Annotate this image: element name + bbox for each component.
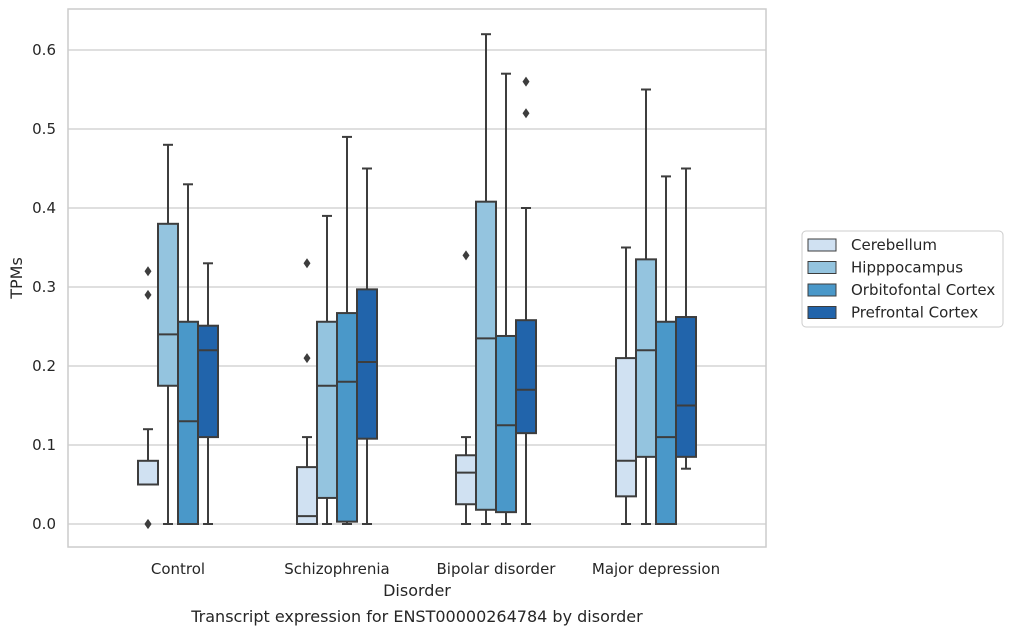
box-cerebellum-1 — [296, 258, 318, 525]
outlier-point — [144, 519, 152, 529]
box-orbitofontal-cortex-0 — [177, 183, 199, 526]
legend-label: Cerebellum — [851, 236, 937, 254]
box-body — [475, 200, 497, 511]
outlier-point — [144, 289, 152, 300]
plot-frame — [67, 8, 767, 548]
box-marks — [137, 33, 697, 529]
box-body — [157, 222, 179, 387]
outlier-point — [303, 258, 311, 269]
box-body — [675, 316, 697, 458]
y-tick-label: 0.4 — [32, 199, 56, 217]
box-body — [356, 288, 378, 440]
x-tick-label: Schizophrenia — [284, 560, 389, 578]
outlier-point — [303, 353, 311, 364]
y-tick-label: 0.3 — [32, 278, 56, 296]
box-body — [455, 454, 477, 506]
legend-label: Orbitofontal Cortex — [851, 281, 995, 299]
outlier-point — [462, 250, 470, 261]
x-tick-label: Bipolar disorder — [437, 560, 557, 578]
box-orbitofontal-cortex-3 — [655, 175, 677, 526]
box-cerebellum-0 — [137, 266, 159, 529]
y-tick-labels: 0.0 0.1 0.2 0.3 0.4 0.5 0.6 — [32, 41, 56, 533]
y-tick-label: 0.5 — [32, 120, 56, 138]
box-body — [137, 459, 159, 486]
box-body — [197, 324, 219, 439]
x-tick-label: Major depression — [592, 560, 720, 578]
outlier-point — [522, 76, 530, 87]
box-body — [336, 312, 358, 523]
box-orbitofontal-cortex-1 — [336, 135, 358, 525]
box-cerebellum-2 — [455, 250, 477, 525]
y-tick-label: 0.1 — [32, 436, 56, 454]
x-tick-label: Control — [151, 560, 205, 578]
box-body — [495, 334, 517, 514]
legend-swatch — [807, 306, 837, 319]
legend-swatch — [807, 238, 837, 252]
box-body — [316, 320, 338, 499]
legend-swatch — [807, 283, 837, 297]
legend-items: Cerebellum Hipppocampus Orbitofontal Corte… — [807, 236, 995, 322]
box-body — [635, 258, 657, 458]
box-cerebellum-3 — [615, 246, 637, 525]
legend-swatch — [807, 261, 837, 274]
box-hipppocampus-0 — [157, 143, 179, 525]
x-axis-title: Disorder — [383, 581, 451, 600]
box-body — [615, 357, 637, 498]
box-body — [177, 320, 199, 526]
box-prefrontal-cortex-3 — [675, 167, 697, 470]
box-prefrontal-cortex-1 — [356, 167, 378, 525]
y-tick-label: 0.0 — [32, 515, 56, 533]
box-hipppocampus-2 — [475, 33, 497, 525]
box-body — [655, 320, 677, 526]
y-axis-title: TPMs — [7, 257, 26, 300]
legend-label: Hipppocampus — [851, 259, 963, 277]
box-prefrontal-cortex-0 — [197, 262, 219, 525]
legend: Cerebellum Hipppocampus Orbitofontal Corte… — [801, 230, 1004, 328]
outlier-point — [144, 266, 152, 277]
x-tick-labels: Control Schizophrenia Bipolar disorder Majo… — [151, 560, 720, 578]
box-body — [515, 319, 537, 435]
box-prefrontal-cortex-2 — [515, 76, 537, 525]
box-orbitofontal-cortex-2 — [495, 72, 517, 525]
figure-caption: Transcript expression for ENST0000026478… — [190, 607, 643, 626]
outlier-point — [522, 108, 530, 119]
legend-label: Prefrontal Cortex — [851, 304, 978, 322]
y-tick-label: 0.6 — [32, 41, 56, 59]
legend-frame — [801, 230, 1004, 328]
box-hipppocampus-3 — [635, 88, 657, 525]
box-hipppocampus-1 — [316, 214, 338, 525]
y-tick-label: 0.2 — [32, 357, 56, 375]
